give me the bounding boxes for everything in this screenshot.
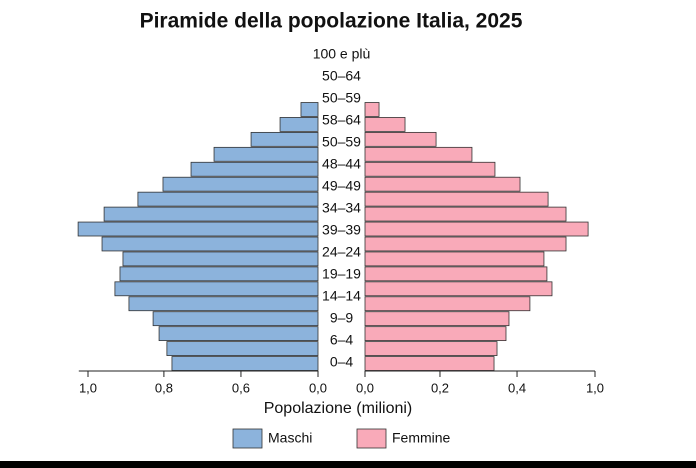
- age-label: 50–59: [322, 90, 361, 106]
- bar: [364, 161, 496, 177]
- age-label: 49–49: [322, 178, 361, 194]
- bottom-strip: [0, 461, 696, 468]
- bar: [250, 131, 319, 147]
- bar: [364, 102, 380, 117]
- bar: [114, 281, 319, 297]
- bar: [119, 266, 319, 282]
- age-label: 19–19: [322, 266, 361, 282]
- chart-title: Piramide della popolazione Italia, 2025: [140, 10, 523, 33]
- x-tick-label: 0,2: [431, 380, 449, 395]
- x-tick-label: 0,6: [232, 380, 250, 395]
- bar: [77, 221, 319, 237]
- legend-swatch: [356, 428, 387, 449]
- bar: [364, 281, 553, 297]
- bar: [101, 236, 319, 252]
- age-label: 48–44: [322, 156, 361, 172]
- bar: [166, 341, 319, 356]
- age-label: 58–64: [322, 112, 361, 128]
- bar: [364, 206, 567, 222]
- bar: [364, 251, 545, 267]
- bar: [171, 356, 319, 371]
- bar: [158, 326, 319, 342]
- bar: [364, 236, 567, 252]
- bar: [128, 296, 319, 312]
- bar: [364, 341, 498, 356]
- age-label: 0–4: [330, 354, 354, 370]
- x-tick-label: 1,0: [586, 380, 604, 395]
- bar: [300, 102, 319, 117]
- bar: [152, 311, 319, 327]
- bar: [364, 146, 473, 162]
- age-label: 39–39: [322, 222, 361, 238]
- x-tick-label: 0,0: [356, 380, 374, 395]
- age-label: 6–4: [330, 332, 354, 348]
- age-label: 24–24: [322, 244, 361, 260]
- bar: [364, 326, 507, 342]
- bar: [364, 131, 437, 147]
- legend-label: Maschi: [268, 430, 312, 446]
- bar: [213, 146, 319, 162]
- x-axis-title: Popolazione (milioni): [264, 400, 413, 417]
- x-tick-label: 1,0: [79, 380, 97, 395]
- x-tick-label: 0,4: [508, 380, 526, 395]
- bar: [279, 117, 319, 132]
- age-label: 34–34: [322, 200, 361, 216]
- age-label: 50–64: [322, 68, 361, 84]
- bar: [103, 206, 319, 222]
- bar: [364, 311, 510, 327]
- legend-label: Femmine: [392, 430, 451, 446]
- bar: [364, 356, 495, 371]
- legend-swatch: [232, 428, 263, 449]
- bar: [122, 251, 319, 267]
- age-label: 9–9: [330, 310, 354, 326]
- age-label: 50–59: [322, 134, 361, 150]
- bar: [190, 161, 319, 177]
- bar: [162, 176, 319, 192]
- x-tick-label: 0,8: [155, 380, 173, 395]
- bar: [364, 296, 531, 312]
- bar: [364, 176, 521, 192]
- x-tick-label: 0,0: [309, 380, 327, 395]
- age-label: 100 e plù: [313, 46, 371, 62]
- bar: [137, 191, 319, 207]
- bar: [364, 221, 589, 237]
- age-label: 14–14: [322, 288, 361, 304]
- bar: [364, 191, 549, 207]
- bar: [364, 266, 548, 282]
- bar: [364, 117, 406, 132]
